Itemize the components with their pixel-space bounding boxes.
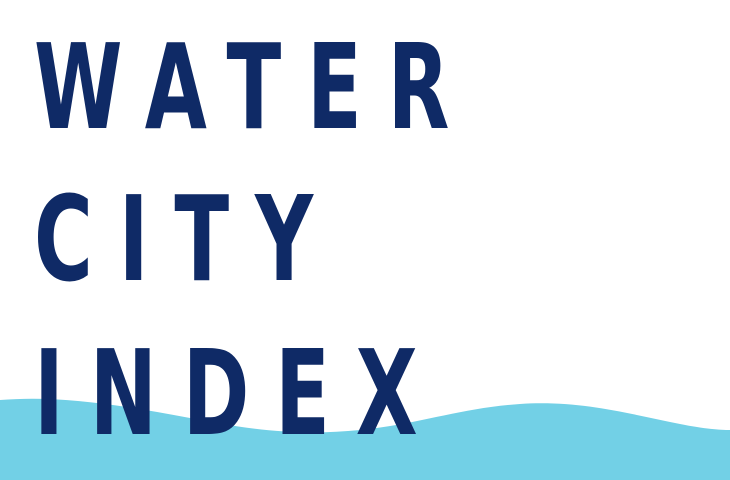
title-line-index: INDEX <box>34 324 444 462</box>
page-title: WATER CITY INDEX <box>34 0 724 480</box>
title-line-city: CITY <box>34 170 339 308</box>
title-line-water: WATER <box>34 18 476 156</box>
